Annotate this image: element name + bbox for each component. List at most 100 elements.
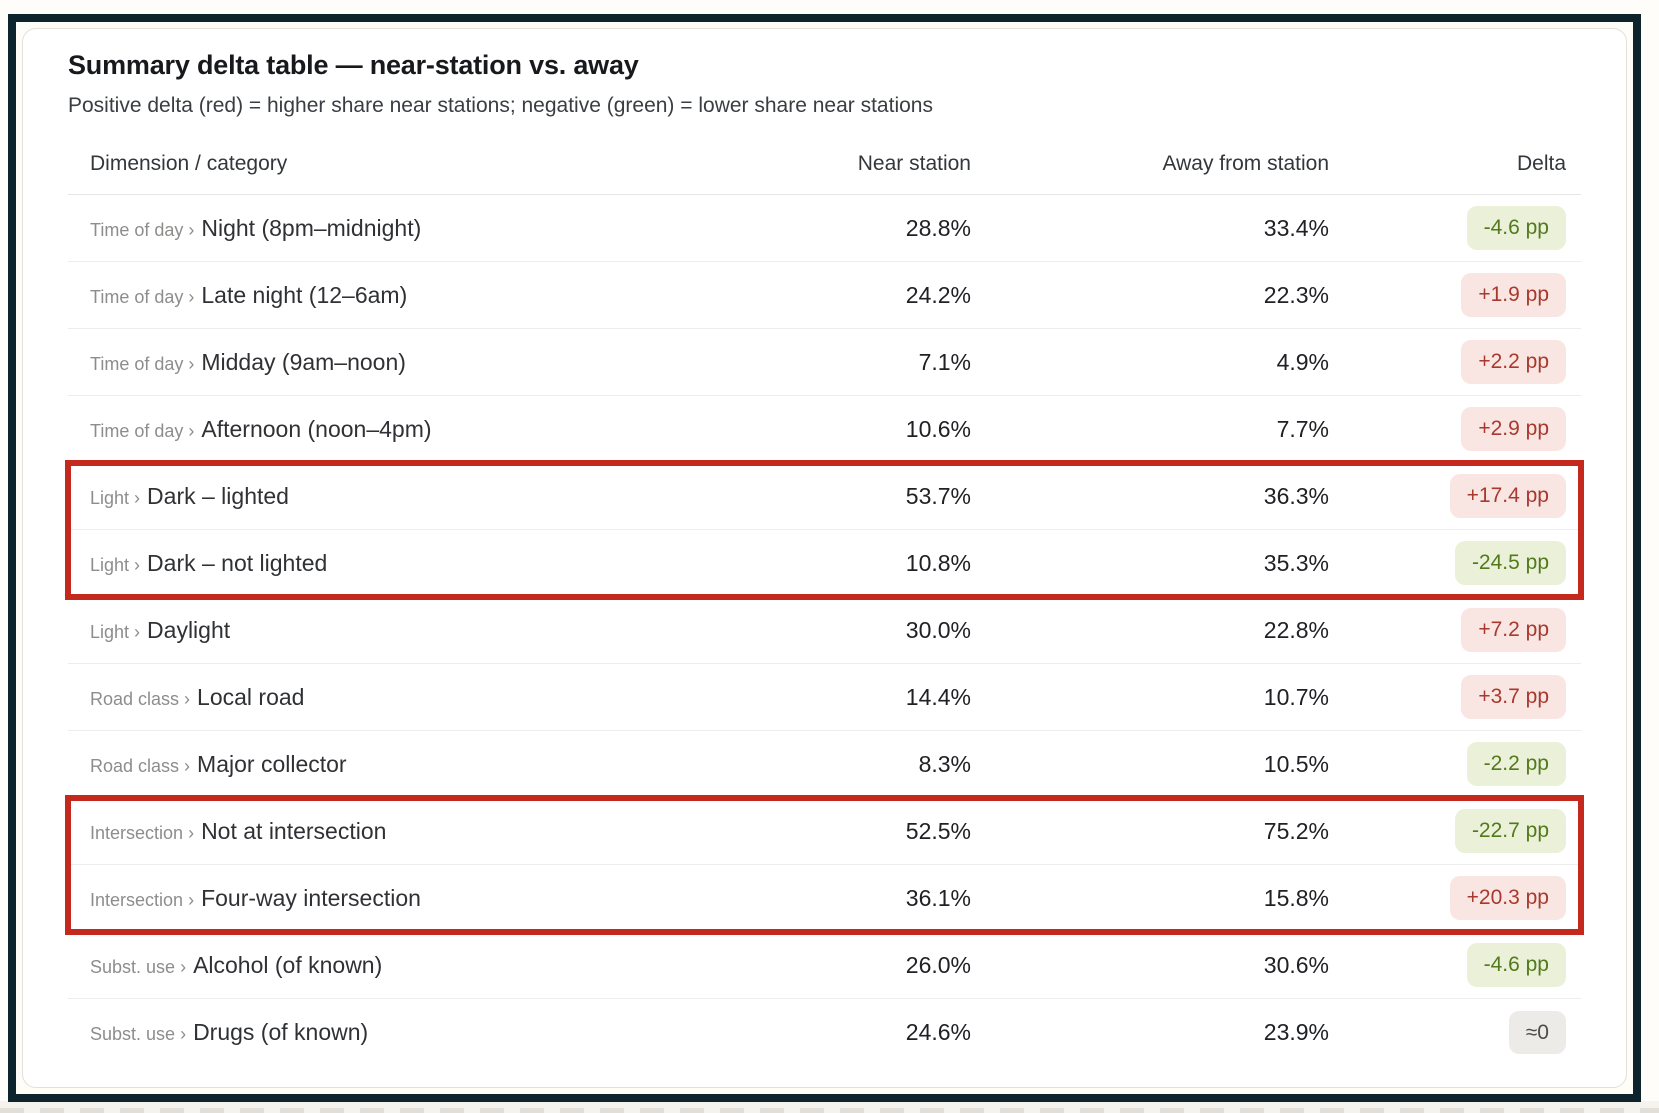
column-header-dimension: Dimension / category xyxy=(90,151,288,175)
delta-badge: +1.9 pp xyxy=(1461,273,1566,317)
dimension-separator: › xyxy=(188,889,195,910)
delta-badge: +7.2 pp xyxy=(1461,608,1566,652)
table-row: Time of day › Night (8pm–midnight) 28.8%… xyxy=(68,195,1581,263)
near-value: 14.4% xyxy=(905,683,971,710)
dimension-label: Intersection xyxy=(90,822,184,843)
away-value: 30.6% xyxy=(1263,951,1329,978)
dimension-label: Road class xyxy=(90,688,180,709)
dimension-separator: › xyxy=(188,822,195,843)
dimension-separator: › xyxy=(184,688,191,709)
delta-cell: ≈0 xyxy=(1329,1010,1581,1055)
dimension-category-cell: Intersection › Not at intersection xyxy=(68,818,781,845)
delta-cell: +1.9 pp xyxy=(1329,273,1581,317)
column-header-away: Away from station xyxy=(1162,151,1329,175)
table-row: Light › Dark – lighted 53.7% 36.3% +17.4… xyxy=(68,463,1581,531)
category-label: Major collector xyxy=(197,750,347,777)
dimension-label: Light xyxy=(90,621,130,642)
dimension-category-cell: Light › Daylight xyxy=(68,617,781,644)
away-value: 22.8% xyxy=(1263,616,1329,643)
delta-badge: +20.3 pp xyxy=(1449,876,1566,920)
dimension-label: Time of day xyxy=(90,420,184,441)
category-label: Night (8pm–midnight) xyxy=(201,214,422,241)
away-value: 10.5% xyxy=(1263,750,1329,777)
dimension-label: Time of day xyxy=(90,286,184,307)
category-label: Afternoon (noon–4pm) xyxy=(201,415,432,442)
dimension-label: Intersection xyxy=(90,889,184,910)
delta-cell: +2.9 pp xyxy=(1329,407,1581,451)
page-bottom-strip xyxy=(0,1101,1659,1113)
dimension-category-cell: Time of day › Night (8pm–midnight) xyxy=(68,215,781,242)
dimension-label: Road class xyxy=(90,755,180,776)
dimension-category-cell: Subst. use › Alcohol (of known) xyxy=(68,952,781,979)
column-header-delta: Delta xyxy=(1516,151,1566,175)
delta-cell: -22.7 pp xyxy=(1329,809,1581,853)
dimension-label: Subst. use xyxy=(90,1024,176,1045)
dimension-category-cell: Subst. use › Drugs (of known) xyxy=(68,1019,781,1046)
away-value: 36.3% xyxy=(1263,482,1329,509)
near-value: 10.6% xyxy=(905,415,971,442)
near-value: 36.1% xyxy=(905,884,971,911)
page-subtitle: Positive delta (red) = higher share near… xyxy=(68,93,933,117)
away-value: 35.3% xyxy=(1263,549,1329,576)
dimension-label: Time of day xyxy=(90,219,184,240)
delta-cell: -24.5 pp xyxy=(1329,541,1581,585)
table-row: Light › Dark – not lighted 10.8% 35.3% -… xyxy=(68,530,1581,598)
delta-cell: +17.4 pp xyxy=(1329,474,1581,518)
table-row: Road class › Local road 14.4% 10.7% +3.7… xyxy=(68,664,1581,732)
away-value: 75.2% xyxy=(1263,817,1329,844)
category-label: Late night (12–6am) xyxy=(201,281,408,308)
delta-badge: -4.6 pp xyxy=(1466,943,1566,987)
delta-badge: +2.9 pp xyxy=(1461,407,1566,451)
near-value: 52.5% xyxy=(905,817,971,844)
table-row: Subst. use › Alcohol (of known) 26.0% 30… xyxy=(68,932,1581,1000)
dimension-separator: › xyxy=(188,353,195,374)
dimension-separator: › xyxy=(188,286,195,307)
category-label: Dark – lighted xyxy=(147,482,289,509)
dimension-separator: › xyxy=(180,956,187,977)
category-label: Not at intersection xyxy=(201,817,387,844)
delta-cell: +2.2 pp xyxy=(1329,340,1581,384)
delta-badge: -2.2 pp xyxy=(1466,742,1566,786)
dimension-label: Time of day xyxy=(90,353,184,374)
table-row: Time of day › Late night (12–6am) 24.2% … xyxy=(68,262,1581,330)
away-value: 23.9% xyxy=(1263,1019,1329,1046)
table-row: Light › Daylight 30.0% 22.8% +7.2 pp xyxy=(68,597,1581,665)
near-value: 30.0% xyxy=(905,616,971,643)
dimension-label: Subst. use xyxy=(90,956,176,977)
away-value: 22.3% xyxy=(1263,281,1329,308)
near-value: 24.2% xyxy=(905,281,971,308)
column-header-near: Near station xyxy=(857,151,971,175)
category-label: Alcohol (of known) xyxy=(193,951,383,978)
summary-card: Summary delta table — near-station vs. a… xyxy=(22,28,1627,1088)
dimension-category-cell: Time of day › Midday (9am–noon) xyxy=(68,349,781,376)
annotation-highlight-box: Intersection › Not at intersection 52.5%… xyxy=(65,795,1584,936)
outer-frame: Summary delta table — near-station vs. a… xyxy=(8,14,1641,1102)
table-body: Time of day › Night (8pm–midnight) 28.8%… xyxy=(65,195,1584,1066)
dimension-separator: › xyxy=(134,554,141,575)
dimension-separator: › xyxy=(134,621,141,642)
away-value: 33.4% xyxy=(1263,214,1329,241)
table-header-row: Dimension / category Near station Away f… xyxy=(68,133,1581,196)
category-label: Four-way intersection xyxy=(201,884,421,911)
table-row: Road class › Major collector 8.3% 10.5% … xyxy=(68,731,1581,799)
dimension-category-cell: Light › Dark – not lighted xyxy=(68,550,781,577)
table-row: Subst. use › Drugs (of known) 24.6% 23.9… xyxy=(68,999,1581,1066)
near-value: 28.8% xyxy=(905,214,971,241)
delta-cell: -4.6 pp xyxy=(1329,943,1581,987)
near-value: 7.1% xyxy=(918,348,971,375)
away-value: 4.9% xyxy=(1276,348,1329,375)
category-label: Local road xyxy=(197,683,305,710)
near-value: 10.8% xyxy=(905,549,971,576)
dimension-category-cell: Intersection › Four-way intersection xyxy=(68,885,781,912)
near-value: 8.3% xyxy=(918,750,971,777)
delta-badge: -22.7 pp xyxy=(1454,809,1566,853)
table-row: Intersection › Four-way intersection 36.… xyxy=(68,865,1581,933)
dimension-category-cell: Light › Dark – lighted xyxy=(68,483,781,510)
dimension-category-cell: Time of day › Afternoon (noon–4pm) xyxy=(68,416,781,443)
dimension-label: Light xyxy=(90,554,130,575)
dimension-category-cell: Time of day › Late night (12–6am) xyxy=(68,282,781,309)
dimension-separator: › xyxy=(180,1024,187,1045)
delta-cell: +3.7 pp xyxy=(1329,675,1581,719)
table-row: Time of day › Midday (9am–noon) 7.1% 4.9… xyxy=(68,329,1581,397)
table-row: Intersection › Not at intersection 52.5%… xyxy=(68,798,1581,866)
